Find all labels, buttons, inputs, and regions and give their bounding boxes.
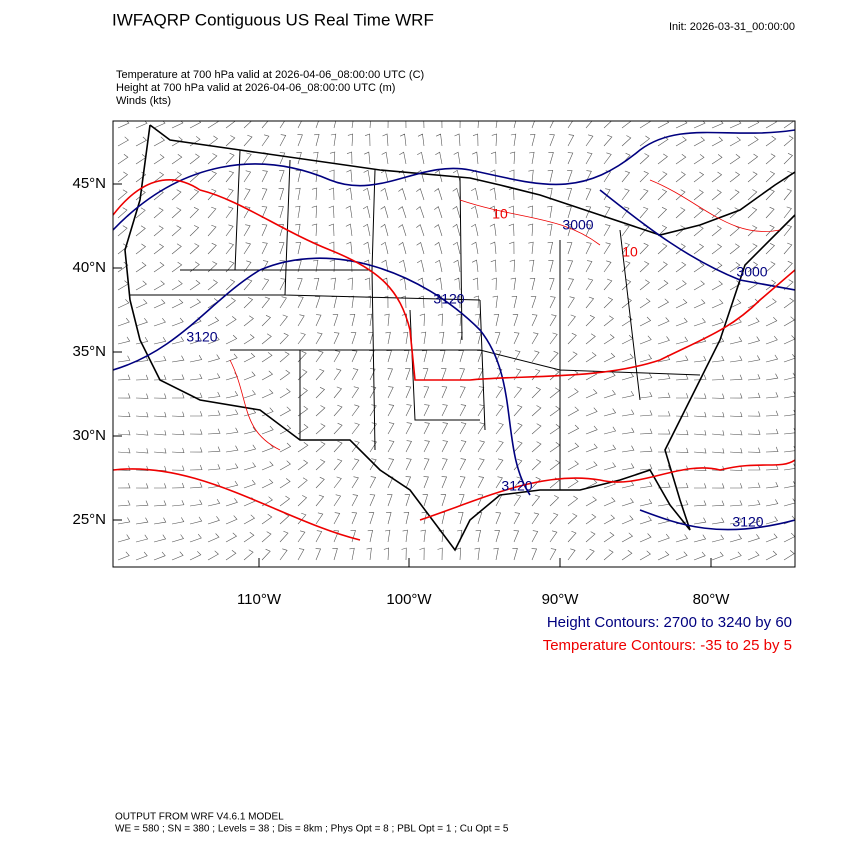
init-time: Init: 2026-03-31_00:00:00 xyxy=(669,21,795,33)
height-legend: Height Contours: 2700 to 3240 by 60 xyxy=(547,614,792,631)
footer-line: OUTPUT FROM WRF V4.6.1 MODEL xyxy=(115,812,284,823)
lat-label: 40°N xyxy=(72,259,106,276)
field-label: Height at 700 hPa valid at 2026-04-06_08… xyxy=(116,82,395,94)
contour-label: 3000 xyxy=(736,264,767,280)
field-label: Temperature at 700 hPa valid at 2026-04-… xyxy=(116,69,424,81)
barb-field xyxy=(117,121,795,561)
title: IWFAQRP Contiguous US Real Time WRF xyxy=(112,10,434,29)
contour-label: 3000 xyxy=(562,217,593,233)
contour-label: 10 xyxy=(622,244,638,260)
wind-barbs xyxy=(117,121,795,561)
footer-line: WE = 580 ; SN = 380 ; Levels = 38 ; Dis … xyxy=(115,824,509,835)
lon-label: 110°W xyxy=(237,591,282,608)
lon-label: 80°W xyxy=(693,591,731,608)
contour-label: 3120 xyxy=(732,514,763,530)
state-borders xyxy=(130,149,701,490)
height-contour xyxy=(113,129,795,531)
contour-label: 3120 xyxy=(501,478,532,494)
lat-label: 25°N xyxy=(72,511,106,528)
contour-label: 3120 xyxy=(433,291,464,307)
lat-label: 45°N xyxy=(72,175,106,192)
axis: 45°N 40°N 35°N 30°N 25°N 110°W 100°W 90°W 80°W xyxy=(72,175,730,608)
temperature-contour xyxy=(113,179,795,541)
lat-label: 30°N xyxy=(72,427,106,444)
lon-label: 90°W xyxy=(542,591,580,608)
temperature-legend: Temperature Contours: -35 to 25 by 5 xyxy=(543,637,792,654)
map-frame xyxy=(112,120,796,568)
contour-label: 10 xyxy=(492,206,508,222)
contour-labels: 10 3000 10 3000 3120 3120 3120 3120 xyxy=(186,206,767,530)
contour-label: 3120 xyxy=(186,329,217,345)
lat-label: 35°N xyxy=(72,343,106,360)
field-label: Winds (kts) xyxy=(116,95,171,107)
lon-label: 100°W xyxy=(386,591,432,608)
map-area xyxy=(113,121,795,561)
temperature-contour-thin xyxy=(229,179,781,451)
